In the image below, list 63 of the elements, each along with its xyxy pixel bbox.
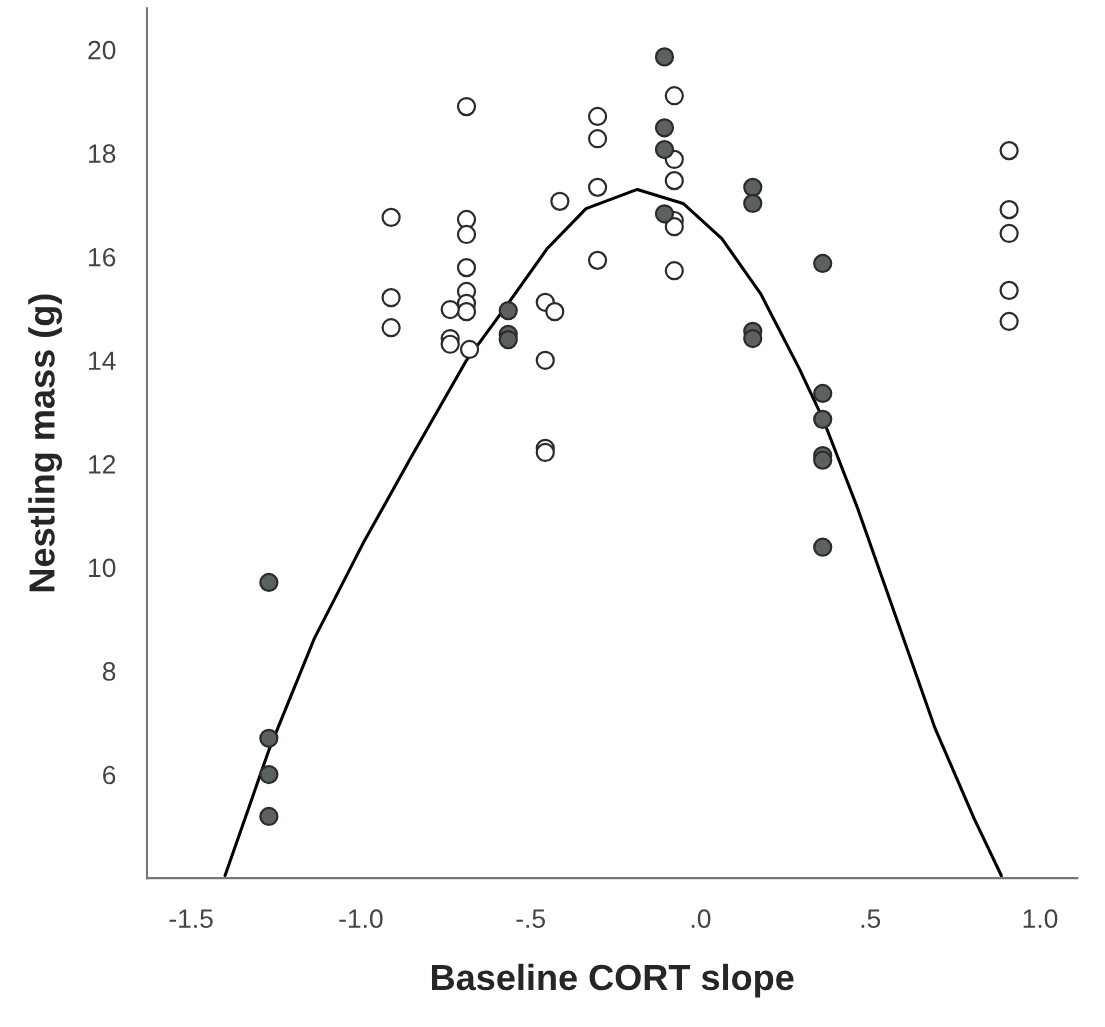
point bbox=[456, 224, 477, 245]
point bbox=[456, 302, 477, 322]
x-tick-label: -1.5 bbox=[169, 909, 213, 929]
point bbox=[259, 806, 279, 827]
point bbox=[545, 302, 565, 322]
point bbox=[381, 207, 401, 228]
point bbox=[587, 250, 608, 270]
x-tick-label: 1.0 bbox=[1023, 909, 1058, 929]
point bbox=[654, 47, 675, 67]
point bbox=[498, 300, 518, 321]
point bbox=[664, 86, 684, 106]
y-tick-label: 18 bbox=[89, 144, 116, 164]
point bbox=[813, 409, 833, 429]
point bbox=[587, 106, 608, 127]
y-tick-label: 16 bbox=[89, 247, 116, 267]
y-axis-title: Nestling mass (g) bbox=[28, 294, 63, 592]
point bbox=[456, 96, 477, 117]
point bbox=[654, 118, 675, 138]
y-tick-label: 20 bbox=[88, 40, 116, 60]
point bbox=[381, 288, 401, 308]
point bbox=[813, 383, 833, 404]
y-tick-label: 14 bbox=[89, 351, 116, 370]
point bbox=[664, 217, 684, 237]
point bbox=[587, 129, 608, 149]
point bbox=[654, 204, 675, 224]
y-tick-label: 8 bbox=[102, 662, 116, 681]
x-axis-title: Baseline CORT slope bbox=[431, 963, 794, 998]
point bbox=[587, 177, 608, 197]
x-tick-label: -.5 bbox=[516, 909, 545, 929]
y-tick-label: 12 bbox=[89, 455, 116, 474]
point bbox=[456, 209, 477, 230]
point bbox=[999, 140, 1019, 161]
point bbox=[743, 193, 763, 214]
point bbox=[440, 334, 460, 354]
x-tick-label: .5 bbox=[861, 909, 881, 929]
point bbox=[813, 450, 833, 470]
point bbox=[664, 261, 684, 281]
point bbox=[654, 139, 675, 160]
line-series bbox=[223, 187, 1003, 878]
point bbox=[743, 177, 763, 197]
point bbox=[259, 728, 279, 748]
point bbox=[999, 280, 1019, 301]
y-tick-label: 10 bbox=[89, 558, 116, 578]
point bbox=[999, 223, 1019, 244]
x-tick-label: -1.0 bbox=[339, 909, 383, 929]
point bbox=[999, 200, 1019, 220]
point bbox=[999, 311, 1019, 332]
y-tick-label: 6 bbox=[103, 765, 116, 785]
point bbox=[381, 318, 401, 338]
point bbox=[456, 258, 477, 278]
point bbox=[550, 191, 570, 211]
point bbox=[535, 442, 555, 463]
point bbox=[459, 339, 480, 360]
x-tick-label: .0 bbox=[691, 909, 711, 929]
point bbox=[813, 253, 833, 274]
point bbox=[498, 329, 518, 350]
point bbox=[664, 171, 684, 191]
point bbox=[259, 764, 279, 785]
point bbox=[535, 350, 555, 370]
point bbox=[440, 299, 460, 320]
point bbox=[813, 537, 833, 557]
point bbox=[259, 572, 279, 593]
point bbox=[743, 328, 763, 349]
